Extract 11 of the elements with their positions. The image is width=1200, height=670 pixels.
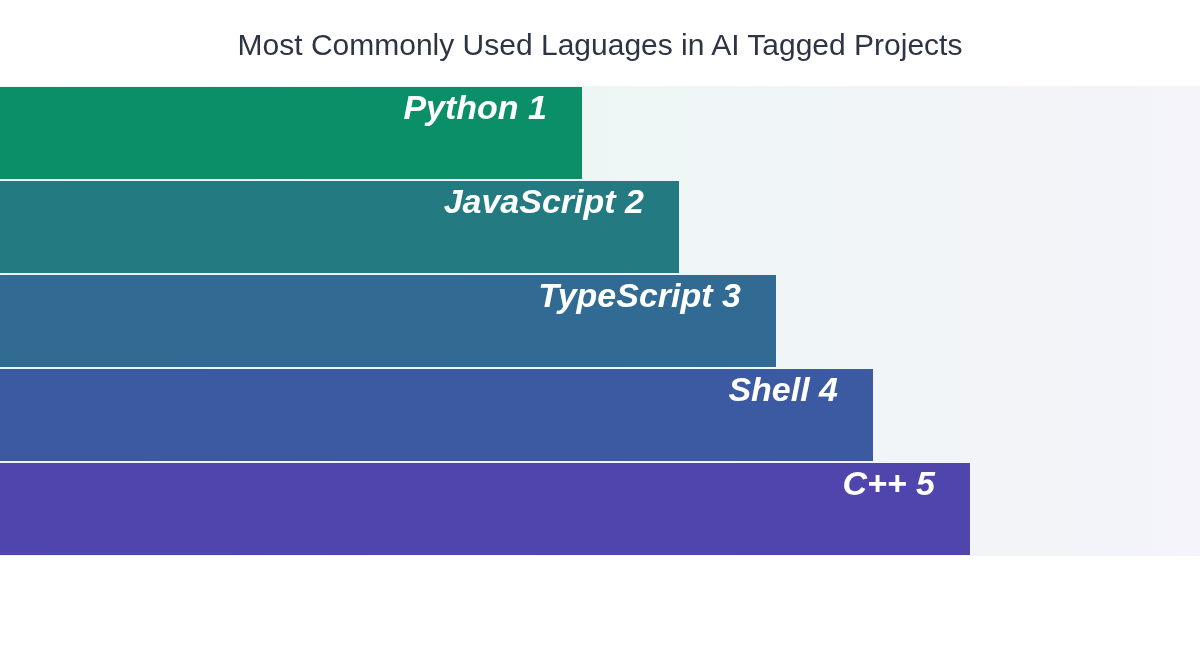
bar: [0, 180, 679, 274]
y-tick-label: Shell 4: [728, 370, 839, 409]
y-tick-label: C++ 5: [842, 464, 937, 503]
y-tick-label: Python 1: [403, 88, 547, 127]
bar: [0, 86, 582, 180]
y-tick-label: JavaScript 2: [443, 182, 645, 221]
bar: [0, 274, 776, 368]
chart-title: Most Commonly Used Laguages in AI Tagged Projects: [0, 0, 1200, 86]
y-tick-label: TypeScript 3: [538, 276, 742, 315]
bar: [0, 462, 970, 556]
bar: [0, 368, 873, 462]
